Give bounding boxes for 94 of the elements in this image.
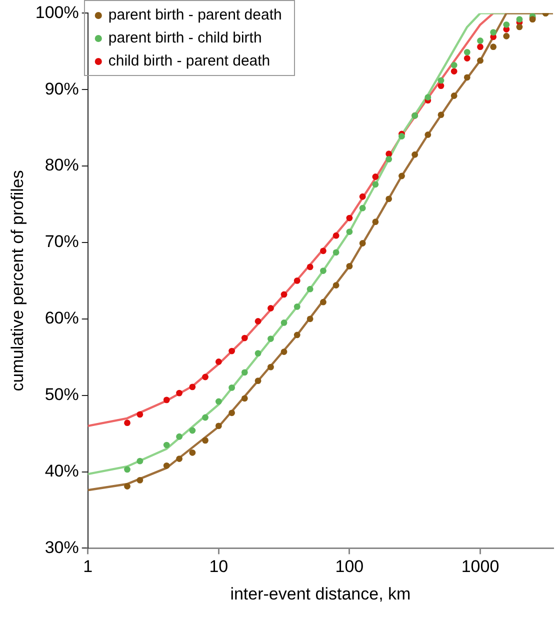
y-tick-label: 60% bbox=[44, 308, 79, 328]
point bbox=[359, 240, 366, 246]
point bbox=[202, 414, 208, 421]
point bbox=[477, 57, 484, 64]
point bbox=[490, 29, 497, 36]
point bbox=[320, 268, 326, 274]
point bbox=[176, 456, 182, 462]
point bbox=[163, 396, 170, 404]
y-tick-label: 90% bbox=[44, 79, 79, 98]
point bbox=[359, 193, 366, 200]
point bbox=[438, 82, 444, 90]
point bbox=[516, 24, 523, 30]
point bbox=[294, 303, 300, 310]
point bbox=[189, 427, 196, 434]
point bbox=[215, 398, 222, 405]
point bbox=[280, 348, 288, 355]
point bbox=[477, 38, 484, 44]
point bbox=[450, 68, 458, 74]
point bbox=[464, 55, 470, 62]
point bbox=[228, 348, 235, 354]
point bbox=[254, 350, 262, 357]
point bbox=[477, 44, 484, 50]
point bbox=[438, 112, 444, 118]
point bbox=[294, 332, 300, 338]
point bbox=[268, 305, 274, 312]
y-tick-label: 80% bbox=[44, 156, 79, 175]
point bbox=[163, 442, 170, 448]
point bbox=[503, 21, 510, 28]
x-axis-title: inter-event distance, km bbox=[230, 584, 411, 604]
point bbox=[189, 384, 196, 390]
y-axis-title: cumulative percent of profiles bbox=[8, 170, 27, 392]
point bbox=[306, 286, 314, 292]
point bbox=[202, 437, 208, 444]
point bbox=[372, 218, 379, 226]
legend-label: parent birth - parent death bbox=[108, 6, 282, 24]
point bbox=[386, 196, 392, 202]
point bbox=[294, 278, 300, 284]
y-tick-label: 40% bbox=[44, 461, 79, 480]
point bbox=[359, 204, 366, 212]
point bbox=[228, 410, 235, 416]
x-tick-label: 10 bbox=[209, 557, 228, 576]
point bbox=[412, 151, 418, 158]
point bbox=[176, 433, 182, 440]
point bbox=[202, 374, 208, 380]
point bbox=[268, 364, 274, 370]
point bbox=[215, 422, 222, 430]
point bbox=[386, 150, 392, 158]
point bbox=[398, 133, 405, 140]
point bbox=[438, 77, 444, 84]
point bbox=[332, 232, 340, 239]
point bbox=[241, 395, 248, 402]
point bbox=[306, 316, 314, 322]
y-tick-label: 50% bbox=[44, 385, 79, 404]
point bbox=[320, 298, 326, 306]
point bbox=[450, 62, 458, 68]
y-tick-label: 70% bbox=[44, 232, 79, 252]
point bbox=[516, 16, 523, 23]
point bbox=[306, 264, 314, 270]
x-tick-label: 100 bbox=[335, 557, 364, 576]
point bbox=[450, 92, 458, 99]
x-tick-label: 1 bbox=[83, 557, 93, 576]
point bbox=[346, 228, 353, 235]
point bbox=[241, 334, 248, 342]
point bbox=[241, 369, 248, 376]
point bbox=[280, 291, 288, 298]
point bbox=[424, 94, 432, 100]
legend-label: child birth - parent death bbox=[108, 52, 270, 70]
point bbox=[372, 174, 379, 180]
point bbox=[372, 181, 379, 188]
legend-label: parent birth - child birth bbox=[108, 30, 262, 47]
point bbox=[254, 318, 262, 324]
point bbox=[228, 384, 235, 391]
point bbox=[268, 336, 274, 342]
point bbox=[424, 132, 432, 138]
point bbox=[215, 358, 222, 365]
point bbox=[320, 248, 326, 254]
point bbox=[332, 249, 340, 256]
point bbox=[254, 378, 262, 384]
point bbox=[490, 44, 497, 50]
point bbox=[163, 462, 170, 469]
point bbox=[464, 74, 470, 81]
point bbox=[386, 156, 392, 162]
point bbox=[332, 282, 340, 288]
point bbox=[189, 449, 196, 456]
point bbox=[346, 214, 353, 222]
point bbox=[176, 390, 182, 396]
point bbox=[280, 320, 288, 326]
point bbox=[464, 48, 470, 56]
x-tick-label: 1000 bbox=[461, 557, 500, 576]
y-tick-label: 100% bbox=[35, 2, 79, 22]
point bbox=[398, 172, 405, 180]
point bbox=[503, 32, 510, 40]
point bbox=[346, 262, 353, 270]
y-tick-label: 30% bbox=[44, 538, 79, 557]
